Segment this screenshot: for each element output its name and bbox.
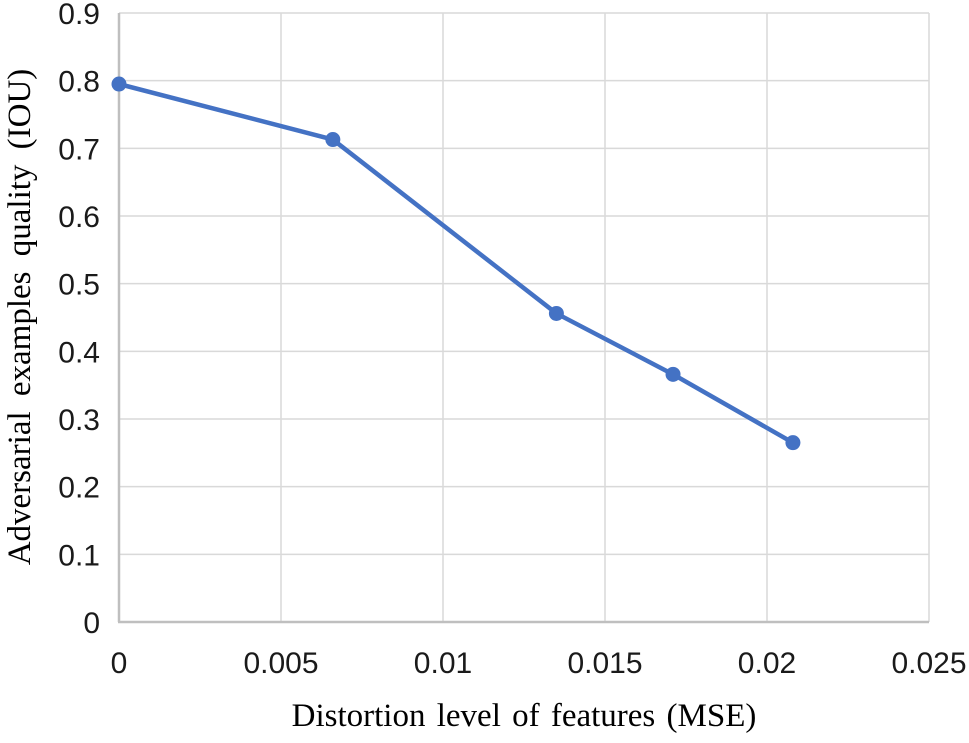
y-tick-label: 0.1 — [58, 539, 100, 572]
data-point-marker — [111, 76, 127, 92]
x-tick-label: 0 — [111, 647, 128, 680]
series-line — [116, 81, 796, 445]
x-tick-label: 0.015 — [567, 647, 642, 680]
data-point-marker — [325, 132, 341, 148]
x-tick-label: 0.02 — [738, 647, 796, 680]
data-point-marker — [785, 435, 801, 451]
tick-labels: 0 0.005 0.01 0.015 0.02 0.025 0 0.1 0.2 0.3 0.4 0.5… — [58, 0, 966, 680]
x-tick-label: 0.01 — [414, 647, 472, 680]
y-tick-label: 0.3 — [58, 404, 100, 437]
x-tick-label: 0.025 — [891, 647, 966, 680]
x-axis-title: Distortion level of features (MSE) — [292, 698, 757, 734]
y-tick-label: 0.8 — [58, 66, 100, 99]
y-tick-label: 0.7 — [58, 133, 100, 166]
y-axis-title: Adversarial examples quality (IOU) — [2, 69, 38, 566]
axes — [117, 13, 929, 624]
y-tick-label: 0.2 — [58, 472, 100, 505]
data-series — [111, 76, 801, 451]
data-point-marker — [665, 366, 681, 382]
y-tick-label: 0.9 — [58, 0, 100, 31]
y-tick-label: 0.6 — [58, 201, 100, 234]
gridlines — [118, 12, 930, 623]
data-point-marker — [548, 305, 564, 321]
y-tick-label: 0.4 — [58, 336, 100, 369]
y-tick-label: 0.5 — [58, 269, 100, 302]
x-tick-label: 0.005 — [243, 647, 318, 680]
y-tick-label: 0 — [83, 607, 100, 640]
